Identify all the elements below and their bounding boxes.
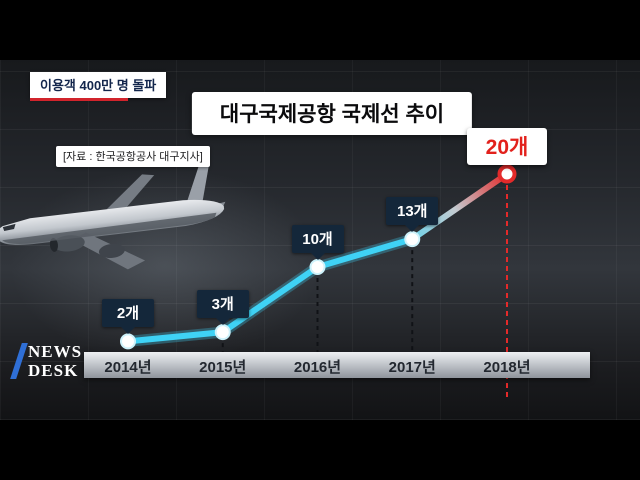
label-pointer (310, 253, 325, 260)
x-axis-tick-label: 2016년 (293, 359, 342, 376)
x-axis-tick-label: 2015년 (199, 359, 247, 376)
point-value-label: 10개 (291, 225, 344, 260)
letterbox-top (0, 0, 640, 60)
headline-badge-label: 이용객 400만 명 돌파 (40, 78, 157, 93)
newsdesk-logo: NEWS DESK (10, 342, 83, 380)
logo-line1: NEWS (28, 342, 83, 361)
x-axis-tick-label: 2017년 (388, 359, 436, 376)
point-value-label: 3개 (196, 290, 249, 326)
headline-badge: 이용객 400만 명 돌파 (30, 72, 167, 101)
chart-title: 대구국제공항 국제선 추이 (191, 92, 473, 135)
label-pointer (121, 327, 135, 335)
x-axis-tick-label: 2018년 (483, 359, 531, 376)
point-value-label: 2개 (102, 299, 154, 335)
airplane-image (0, 163, 226, 270)
letterbox-bottom (0, 420, 640, 480)
x-axis-bar (84, 352, 590, 378)
point-value-label-highlight: 20개 (467, 128, 547, 165)
label-pointer (405, 225, 420, 233)
point-value-label: 13개 (386, 197, 439, 233)
source-attribution: [자료 : 한국공항공사 대구지사] (56, 146, 210, 167)
label-pointer (215, 318, 230, 326)
logo-line2: DESK (28, 361, 79, 380)
headline-badge-accent (30, 98, 129, 101)
x-axis-tick-label: 2014년 (104, 359, 152, 376)
